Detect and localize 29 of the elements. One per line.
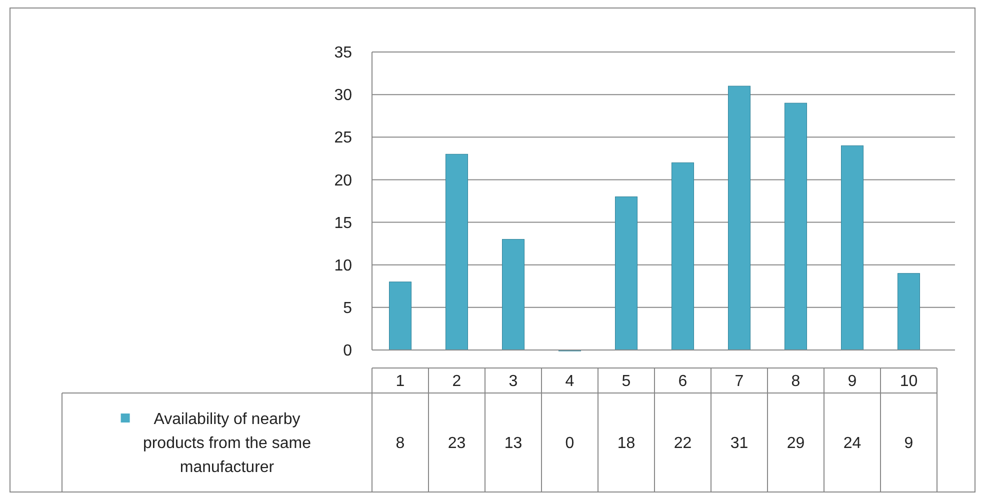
data-label: 0 xyxy=(565,435,574,452)
x-tick-label: 5 xyxy=(622,373,631,390)
y-tick-label: 5 xyxy=(343,300,352,318)
data-label: 22 xyxy=(674,435,692,452)
data-label: 13 xyxy=(504,435,522,452)
data-label: 9 xyxy=(904,435,914,452)
data-label: 31 xyxy=(730,435,748,452)
data-label: 29 xyxy=(786,435,805,452)
y-tick-label: 20 xyxy=(334,172,352,190)
x-tick-label: 2 xyxy=(452,373,462,390)
x-tick-label: 1 xyxy=(396,373,405,390)
data-label: 24 xyxy=(843,435,862,452)
y-tick-label: 0 xyxy=(343,342,352,360)
data-label: 23 xyxy=(448,435,466,452)
x-tick-label: 9 xyxy=(848,373,857,390)
x-tick-label: 3 xyxy=(508,373,518,390)
data-label: 18 xyxy=(617,435,636,452)
x-tick-label: 10 xyxy=(900,373,918,390)
x-tick-label: 6 xyxy=(678,373,688,390)
x-tick-label: 4 xyxy=(565,373,574,390)
y-tick-label: 10 xyxy=(334,257,352,274)
y-tick-label: 15 xyxy=(334,214,352,232)
x-tick-label: 8 xyxy=(791,373,800,390)
data-label: 8 xyxy=(396,435,405,452)
x-tick-label: 7 xyxy=(734,373,744,390)
y-tick-label: 35 xyxy=(334,44,352,62)
y-tick-label: 30 xyxy=(334,87,352,104)
y-tick-label: 25 xyxy=(334,130,352,147)
legend-label: Availability of nearby products from the same manufacturer xyxy=(142,411,312,476)
